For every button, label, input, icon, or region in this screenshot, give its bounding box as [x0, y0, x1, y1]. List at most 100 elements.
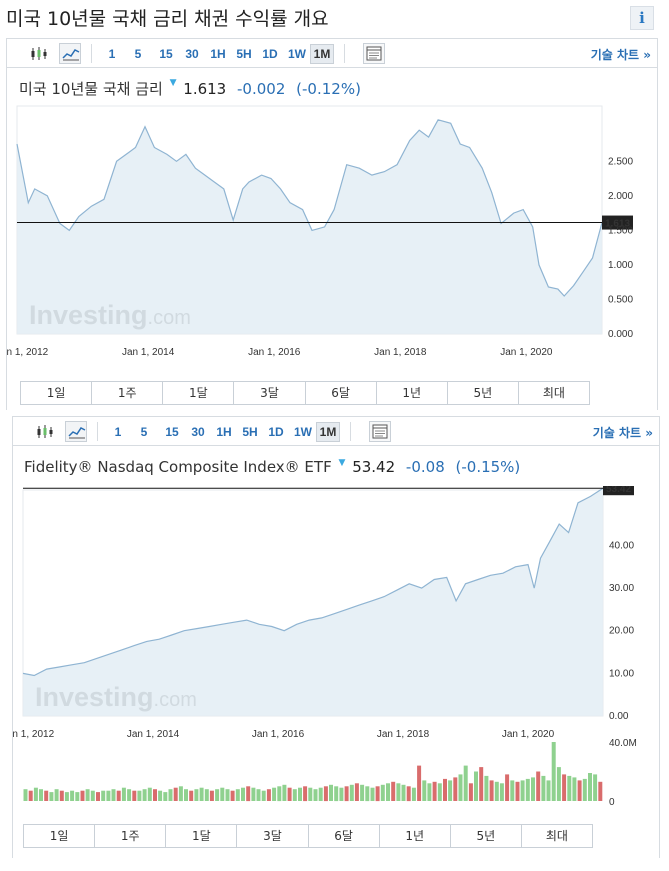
timeframe-1d[interactable]: 1D [268, 425, 284, 439]
volume-bar [458, 774, 463, 801]
timeframe-5h[interactable]: 5H [242, 425, 258, 439]
timeframe-1w[interactable]: 1W [294, 425, 312, 439]
period-1w[interactable]: 1주 [95, 825, 167, 847]
timeframe-1m[interactable]: 1M [310, 44, 334, 64]
instrument-name: 미국 10년물 국채 금리 [19, 80, 163, 98]
volume-bar [484, 775, 489, 801]
volume-bar [303, 786, 308, 802]
timeframe-1[interactable]: 1 [114, 425, 122, 439]
period-1w[interactable]: 1주 [92, 382, 164, 404]
volume-bar [225, 789, 230, 801]
page-header: 미국 10년물 국채 금리 채권 수익률 개요 i [0, 0, 669, 34]
volume-bar [334, 786, 339, 802]
volume-bar [344, 786, 349, 802]
volume-bar [75, 792, 80, 801]
period-1d[interactable]: 1일 [21, 382, 93, 404]
document-icon[interactable] [363, 43, 385, 64]
timeframe-5[interactable]: 5 [134, 47, 142, 61]
volume-bar [194, 789, 199, 801]
period-6m[interactable]: 6달 [306, 382, 377, 404]
volume-bar [339, 787, 344, 801]
period-max[interactable]: 최대 [545, 829, 568, 843]
volume-bar [23, 789, 28, 801]
timeframe-1w[interactable]: 1W [288, 47, 306, 61]
timeframe-30[interactable]: 30 [191, 425, 205, 439]
volume-bar [101, 790, 106, 801]
technical-chart-link[interactable]: 기술 차트 » [590, 48, 651, 62]
period-1m[interactable]: 1달 [166, 825, 238, 847]
period-3m[interactable]: 3달 [237, 825, 309, 847]
timeframe-15[interactable]: 15 [165, 425, 179, 439]
volume-bar [256, 789, 261, 801]
period-3m[interactable]: 3달 [234, 382, 306, 404]
timeframe-30[interactable]: 30 [185, 47, 199, 61]
volume-bar [536, 771, 541, 801]
info-icon[interactable]: i [630, 6, 654, 30]
volume-bar [391, 781, 396, 801]
volume-bar [329, 784, 333, 801]
volume-bar [411, 787, 416, 801]
price-change-pct: (-0.12%) [296, 80, 361, 98]
etf-price-chart: Investing.com53.420.0010.0020.0030.0040.… [13, 486, 637, 808]
volume-bar [582, 778, 587, 801]
volume-bar [463, 765, 468, 801]
period-selector: 1일 1주 1달 3달 6달 1년 5년 최대 [23, 824, 593, 848]
volume-bar [505, 774, 510, 801]
series-area [23, 488, 603, 716]
timeframe-1h[interactable]: 1H [210, 47, 226, 61]
x-tick-label: Jan 1, 2012 [7, 347, 49, 358]
volume-bar [494, 781, 499, 801]
instrument-name: Fidelity® Nasdaq Composite Index® ETF [24, 458, 332, 476]
volume-bar [525, 778, 530, 801]
volume-bar [427, 783, 432, 801]
volume-bar [54, 789, 59, 801]
volume-bar [380, 784, 385, 801]
period-1y[interactable]: 1년 [380, 825, 451, 847]
last-price: 1.613 [183, 80, 227, 98]
tick-arrow-icon: ▼ [169, 78, 177, 88]
volume-bar [158, 790, 163, 801]
line-chart-icon[interactable] [65, 421, 87, 442]
volume-bar [220, 787, 225, 801]
volume-bar [28, 790, 33, 801]
volume-bar [292, 789, 297, 801]
period-5y[interactable]: 5년 [448, 382, 519, 404]
volume-bar [417, 765, 422, 801]
period-1m[interactable]: 1달 [163, 382, 235, 404]
volume-bar [241, 787, 245, 801]
volume-bar [313, 789, 318, 801]
period-5y[interactable]: 5년 [451, 825, 522, 847]
candlestick-icon[interactable] [33, 421, 55, 442]
volume-bar [230, 790, 235, 801]
timeframe-5[interactable]: 5 [140, 425, 148, 439]
volume-bar [323, 786, 328, 802]
period-1y[interactable]: 1년 [377, 382, 448, 404]
period-6m[interactable]: 6달 [309, 825, 380, 847]
timeframe-1h[interactable]: 1H [216, 425, 232, 439]
volume-bar [556, 767, 561, 801]
timeframe-15[interactable]: 15 [159, 47, 173, 61]
volume-bar [163, 792, 168, 801]
document-icon[interactable] [369, 421, 391, 442]
volume-bar [147, 787, 152, 801]
volume-bar [173, 787, 178, 801]
volume-max-label: 40.0M [609, 738, 637, 749]
volume-bar [572, 777, 577, 801]
period-1d[interactable]: 1일 [24, 825, 96, 847]
volume-bar [33, 787, 38, 801]
x-tick-label: Jan 1, 2016 [252, 729, 305, 740]
timeframe-1d[interactable]: 1D [262, 47, 278, 61]
candlestick-icon[interactable] [27, 43, 49, 64]
price-change-pct: (-0.15%) [455, 458, 521, 476]
volume-bar [401, 784, 406, 801]
timeframe-5h[interactable]: 5H [236, 47, 252, 61]
volume-bar [448, 780, 453, 801]
period-max[interactable]: 최대 [542, 386, 565, 400]
tick-arrow-icon: ▼ [338, 458, 346, 468]
timeframe-1[interactable]: 1 [108, 47, 116, 61]
volume-bar [567, 775, 572, 801]
timeframe-1m[interactable]: 1M [316, 422, 340, 442]
technical-chart-link[interactable]: 기술 차트 » [592, 426, 653, 440]
line-chart-icon[interactable] [59, 43, 81, 64]
volume-bar [588, 773, 592, 801]
